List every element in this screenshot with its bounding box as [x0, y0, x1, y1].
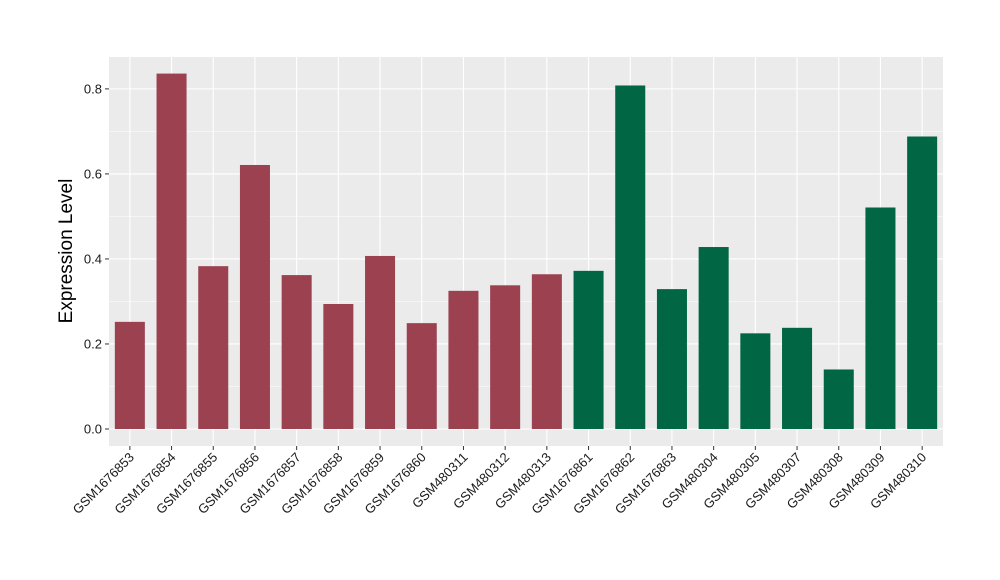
x-axis: GSM1676853GSM1676854GSM1676855GSM1676856…: [70, 446, 929, 517]
y-tick-label: 0.8: [84, 81, 102, 96]
bar-GSM1676862: [615, 85, 646, 429]
y-tick-label: 0.0: [84, 421, 102, 436]
bar-GSM480310: [907, 136, 938, 429]
bar-GSM1676858: [323, 304, 354, 429]
bar-GSM1676853: [114, 321, 145, 429]
bar-GSM480305: [740, 333, 771, 429]
bar-GSM1676859: [365, 255, 396, 429]
bar-GSM480313: [531, 274, 562, 429]
bar-GSM480304: [698, 247, 729, 429]
y-axis: 0.0 0.2 0.4 0.6 0.8: [84, 81, 109, 436]
bars: [114, 73, 938, 429]
y-tick-label: 0.2: [84, 336, 102, 351]
bar-GSM480312: [490, 285, 521, 429]
y-axis-label: Expression Level: [56, 179, 77, 324]
y-tick-label: 0.4: [84, 251, 102, 266]
bar-GSM480309: [865, 207, 896, 429]
bar-GSM1676863: [656, 289, 687, 429]
y-tick-label: 0.6: [84, 166, 102, 181]
bar-GSM480308: [823, 369, 854, 429]
bar-GSM1676861: [573, 270, 604, 429]
bar-GSM1676856: [239, 164, 270, 429]
bar-GSM1676857: [281, 275, 312, 429]
bar-GSM480311: [448, 290, 479, 429]
bar-GSM1676855: [198, 266, 229, 429]
bar-GSM1676854: [156, 73, 187, 429]
plot-panel: [109, 57, 943, 446]
bar-GSM480307: [782, 327, 813, 429]
bar-GSM1676860: [406, 323, 437, 429]
